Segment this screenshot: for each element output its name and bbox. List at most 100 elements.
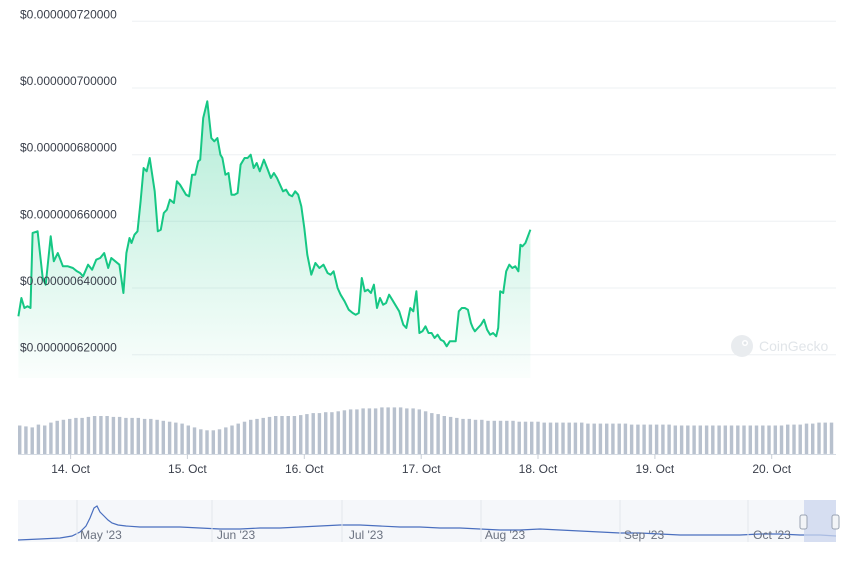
volume-bar [274,416,278,454]
volume-bar [299,415,303,454]
volume-bar [423,411,428,455]
volume-bar [605,423,609,454]
volume-bar [386,407,390,454]
navigator-tick-label: Aug '23 [485,528,526,542]
x-tick-label: 20. Oct [752,462,791,476]
volume-bar [86,416,91,454]
volume-bar [49,422,53,454]
volume-bar [211,430,216,455]
volume-bar [348,409,353,454]
volume-bar [405,408,409,454]
volume-bar [149,418,153,454]
coingecko-watermark: CoinGecko [731,335,828,357]
volume-bar [555,422,559,454]
navigator-selection[interactable] [804,500,836,542]
volume-bar [567,422,571,454]
x-tick-label: 17. Oct [402,462,441,476]
volume-bar [505,420,509,455]
volume-bar [18,425,22,454]
navigator-background [18,500,836,542]
x-tick-label: 16. Oct [285,462,324,476]
y-tick-label: $0.000000620000 [20,341,117,355]
volume-bar [236,423,240,454]
volume-bar [598,423,603,454]
volume-bar [667,424,671,454]
volume-bar [480,419,484,454]
navigator-tick-label: Jul '23 [349,528,384,542]
volume-bar [723,425,728,454]
volume-bar [336,411,340,455]
volume-bar [342,410,347,454]
volume-bar [55,420,59,455]
volume-bar [267,416,272,454]
volume-bar [492,420,497,455]
volume-bar [330,412,334,454]
x-tick-label: 15. Oct [168,462,207,476]
volume-bar [523,421,528,454]
volume-bar [467,418,472,454]
volume-bar [754,425,759,454]
volume-bar [629,424,634,454]
volume-bar [380,407,384,454]
volume-bar [823,422,827,454]
volume-bar [74,417,78,454]
volume-bar [511,420,515,455]
volume-bar [224,427,228,454]
price-line-group [17,100,532,348]
volume-bar [623,423,628,454]
volume-bar [361,408,365,454]
navigator-handle-left[interactable] [799,514,808,530]
volume-bar [761,425,765,454]
volume-bar [305,414,309,454]
volume-bar [242,421,247,454]
range-navigator[interactable]: May '23 Jun '23 Jul '23 Aug '23 Sep '23 Oct '… [17,500,840,542]
volume-bar [174,422,178,454]
volume-bar [92,416,97,454]
volume-bar [611,423,615,454]
volume-bar [249,419,253,454]
volume-bar [398,407,403,454]
volume-bar [124,417,128,454]
volume-bar [673,425,678,454]
volume-bar [111,416,116,454]
volume-bars [18,407,836,455]
volume-bar [698,425,703,454]
volume-bar [811,423,815,454]
volume-bar [592,423,596,454]
volume-bar [498,420,503,455]
volume-bar [155,419,159,454]
volume-bar [692,425,696,454]
volume-bar [186,425,191,454]
volume-bar [161,420,166,455]
volume-bar [561,422,565,454]
navigator-handle-right[interactable] [831,514,840,530]
volume-bar [686,425,690,454]
volume-bar [99,416,103,454]
volume-bar [136,417,141,454]
watermark-text: CoinGecko [759,338,828,354]
volume-bar [786,424,790,454]
volume-bar [461,418,465,454]
volume-bar [717,425,721,454]
volume-bar [767,425,771,454]
volume-bar [773,425,778,454]
volume-bar [24,426,28,454]
y-tick-label: $0.000000680000 [20,141,117,155]
volume-bar [473,419,478,454]
volume-bar [617,423,621,454]
y-axis-labels: $0.000000620000 $0.000000640000 $0.0000006… [20,7,117,354]
volume-bar [792,424,796,454]
navigator-tick-label: May '23 [80,528,122,542]
volume-bar [742,425,746,454]
volume-bar [142,418,147,454]
volume-bar [192,427,197,454]
volume-bar [311,413,315,454]
volume-bar [417,409,422,454]
volume-bar [355,409,359,454]
volume-bar [411,408,415,454]
volume-bar [642,424,646,454]
x-tick-label: 18. Oct [519,462,558,476]
volume-bar [817,422,821,454]
volume-bar [217,429,222,454]
